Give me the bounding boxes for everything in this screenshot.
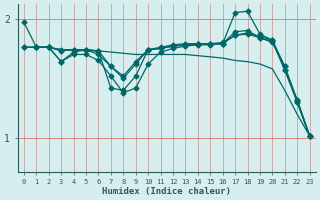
X-axis label: Humidex (Indice chaleur): Humidex (Indice chaleur) bbox=[102, 187, 231, 196]
